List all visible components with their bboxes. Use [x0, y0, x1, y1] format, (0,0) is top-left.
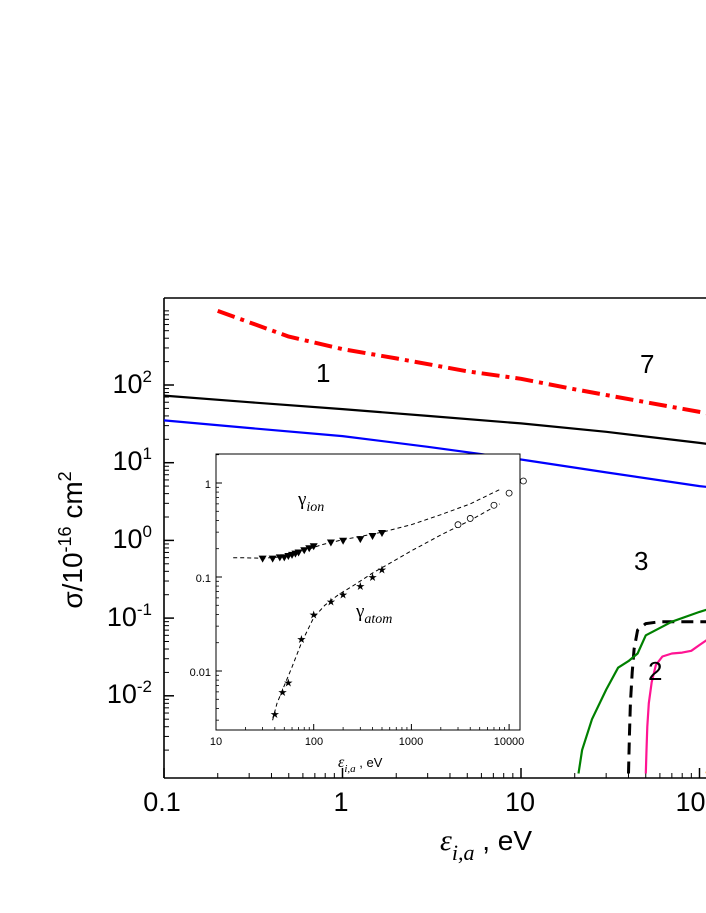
ion-point [309, 543, 318, 551]
main-y-axis-label: σ/10-16 cm2 [55, 471, 88, 608]
x-tick-label-1: 1 [333, 787, 348, 817]
atom-point-open [519, 477, 527, 485]
y-tick-label-1e-1: 10-1 [107, 600, 152, 632]
atom-point-open [454, 521, 462, 529]
inset-y-tick-label-1: 1 [205, 479, 211, 491]
inset-x-tick-label-10: 10 [210, 736, 222, 748]
atom-point: ★ [368, 572, 378, 584]
inset-x-tick-label-10000: 10000 [494, 736, 525, 748]
curve-1-line [164, 394, 706, 445]
curve-green-line [577, 608, 706, 774]
main-y-tick-labels: 102 101 100 10-1 10-2 [107, 367, 152, 709]
x-tick-label-10: 10 [505, 787, 535, 817]
atom-point: ★ [355, 581, 365, 593]
atom-point-open [505, 489, 513, 497]
curve-label-3: 3 [634, 546, 648, 576]
ion-point [368, 532, 377, 540]
curve-label-2: 2 [648, 656, 662, 686]
main-x-axis-label: εi,a , eV [440, 824, 532, 865]
atom-point-open [490, 501, 498, 509]
curve-label-7: 7 [640, 349, 654, 379]
inset-y-tick-label-0.1: 0.1 [196, 573, 211, 585]
curve-blue-line [164, 419, 706, 488]
ion-point [258, 555, 267, 563]
curve-7-line [217, 309, 706, 416]
atom-point: ★ [338, 590, 348, 602]
curve-label-1: 1 [316, 358, 330, 388]
atom-fit-line [272, 503, 500, 721]
ion-point [339, 537, 348, 545]
atom-point: ★ [377, 565, 387, 577]
inset-y-tick-label-0.01: 0.01 [190, 667, 211, 679]
inset-y-tick-labels: 1 0.1 0.01 [190, 479, 211, 679]
x-tick-label-100: 100 [675, 787, 706, 817]
inset-background [216, 454, 520, 730]
y-tick-label-1e2: 102 [112, 367, 152, 399]
inset-x-axis-label: εi,a , eV [338, 754, 383, 775]
ion-point [294, 549, 303, 557]
main-series [164, 309, 706, 774]
atom-point-open [466, 515, 474, 522]
x-tick-label-0.1: 0.1 [143, 787, 181, 817]
curve-3-line [627, 620, 706, 774]
main-ticks [163, 310, 701, 778]
inset-x-tick-label-1000: 1000 [399, 736, 423, 748]
inset-x-tick-label-100: 100 [305, 736, 323, 748]
inset-ticks [215, 454, 510, 730]
ion-point [377, 530, 386, 538]
gamma-ion-annotation: γion [297, 489, 324, 515]
inset-x-tick-labels: 10 100 1000 10000 [210, 736, 524, 748]
ion-point [268, 555, 277, 563]
atom-point: ★ [326, 596, 336, 608]
inset-frame [215, 453, 521, 731]
main-x-tick-labels: 0.1 1 10 100 [143, 787, 706, 817]
y-tick-label-1e-2: 10-2 [107, 677, 152, 709]
y-tick-label-1e1: 101 [112, 444, 152, 476]
atom-point: ★ [309, 609, 319, 621]
atom-point: ★ [270, 709, 280, 721]
curve-2-line [644, 639, 706, 774]
main-axes [163, 297, 706, 779]
ion-point [305, 545, 314, 553]
atom-point: ★ [283, 678, 293, 690]
ion-point [356, 536, 365, 544]
y-tick-label-1e0: 100 [112, 522, 152, 554]
ion-point [326, 539, 335, 547]
inset-markers: ★★★★★★★★★★ [258, 477, 527, 721]
gamma-atom-annotation: γatom [355, 601, 392, 627]
ion-point [300, 547, 309, 555]
atom-point: ★ [278, 687, 288, 699]
inset-panel [215, 453, 521, 731]
atom-point: ★ [297, 634, 307, 646]
